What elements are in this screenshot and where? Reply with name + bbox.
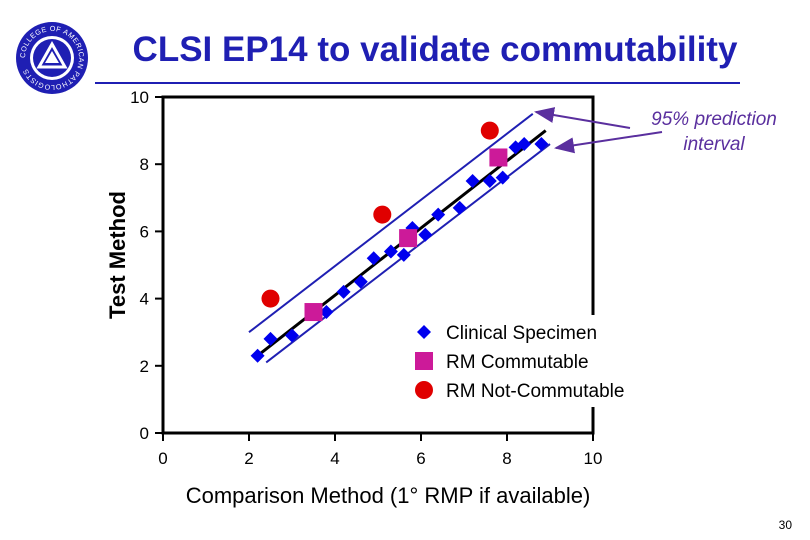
upper-prediction-line [248, 113, 534, 333]
clinical-specimen-point [319, 305, 334, 320]
clinical-specimen-point [431, 207, 446, 222]
clinical-specimen-point [366, 251, 381, 266]
clinical-specimen-point [517, 137, 532, 152]
clinical-specimen-point [465, 174, 480, 188]
legend-marker [417, 325, 431, 339]
rm-commutable-point [304, 303, 323, 322]
page-number: 30 [778, 518, 792, 532]
plot-frame [161, 95, 595, 435]
annotation-arrow-lower [554, 131, 663, 154]
title-rule [95, 82, 740, 84]
x-tick-label: 8 [502, 449, 511, 468]
y-tick-label: 10 [130, 88, 149, 107]
clinical-specimen-point [250, 348, 265, 363]
cap-logo: COLLEGE OF AMERICAN PATHOLOGISTS [16, 22, 88, 94]
clinical-specimen-point [534, 137, 549, 152]
legend-label: RM Commutable [446, 352, 589, 373]
clinical-specimen-point [396, 247, 411, 262]
rm-commutable-point [489, 148, 508, 167]
legend: Clinical Specimen RM Commutable RM Not-Com… [398, 315, 683, 407]
annotation-arrow-upper [534, 107, 631, 129]
clinical-specimen-point [495, 170, 510, 185]
clinical-specimen-point [263, 331, 278, 346]
y-tick-label: 4 [140, 290, 149, 309]
rm-not-commutable-point [480, 121, 499, 140]
y-tick-label: 0 [140, 424, 149, 443]
rm-not-commutable-point [261, 289, 280, 308]
legend-box [398, 315, 683, 407]
x-tick-label: 2 [244, 449, 253, 468]
clinical-specimen-point [285, 328, 299, 343]
annotation-line-1: 95% prediction [651, 109, 777, 130]
slide-title: CLSI EP14 to validate commutability [132, 30, 738, 69]
x-tick-label: 6 [416, 449, 425, 468]
x-tick-label: 4 [330, 449, 339, 468]
y-tick-label: 6 [140, 222, 149, 241]
y-tick-label: 2 [140, 357, 149, 376]
x-axis-label: Comparison Method (1° RMP if available) [186, 483, 591, 508]
clinical-specimen-point [383, 244, 398, 259]
annotation-line-2: interval [683, 134, 745, 155]
legend-marker [415, 381, 433, 399]
clinical-specimen-point [452, 200, 467, 215]
rm-not-commutable-point [373, 205, 392, 224]
x-tick-label: 0 [158, 449, 167, 468]
y-tick-label: 8 [140, 155, 149, 174]
clinical-specimen-point [482, 174, 497, 188]
x-tick-label: 10 [584, 449, 603, 468]
clinical-specimen-point [336, 284, 351, 299]
rm-commutable-point [399, 229, 418, 248]
y-axis-label: Test Method [105, 191, 130, 319]
clinical-specimen-point [418, 227, 433, 242]
legend-marker [415, 352, 433, 370]
legend-label: RM Not-Commutable [446, 381, 624, 402]
clinical-specimen-point [353, 274, 368, 289]
legend-label: Clinical Specimen [446, 323, 597, 344]
